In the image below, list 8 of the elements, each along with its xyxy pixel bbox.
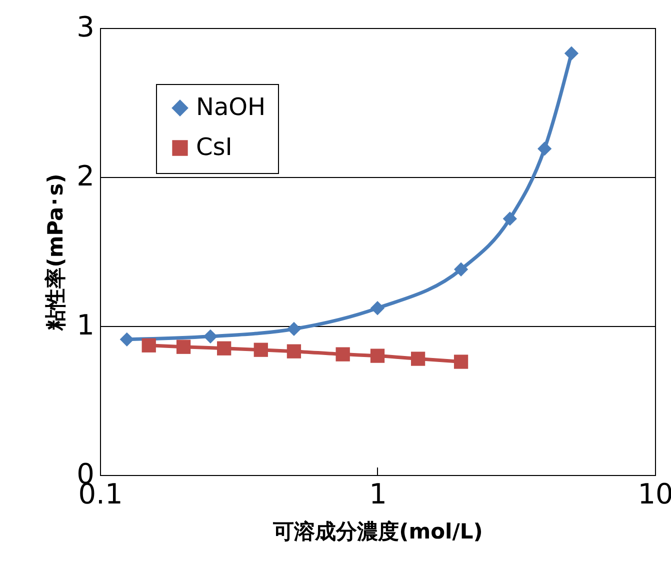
y-tick-label: 1 (76, 308, 94, 342)
y-tick-label: 2 (76, 160, 94, 192)
legend-label: NaOH (196, 93, 266, 121)
x-axis-title: 可溶成分濃度(mol/L) (272, 520, 483, 544)
y-axis-title: 粘性率(mPa･s) (44, 174, 68, 332)
y-tick-label: 3 (76, 10, 94, 44)
legend-label: CsI (196, 133, 232, 161)
x-tick-label: 1 (369, 478, 387, 510)
